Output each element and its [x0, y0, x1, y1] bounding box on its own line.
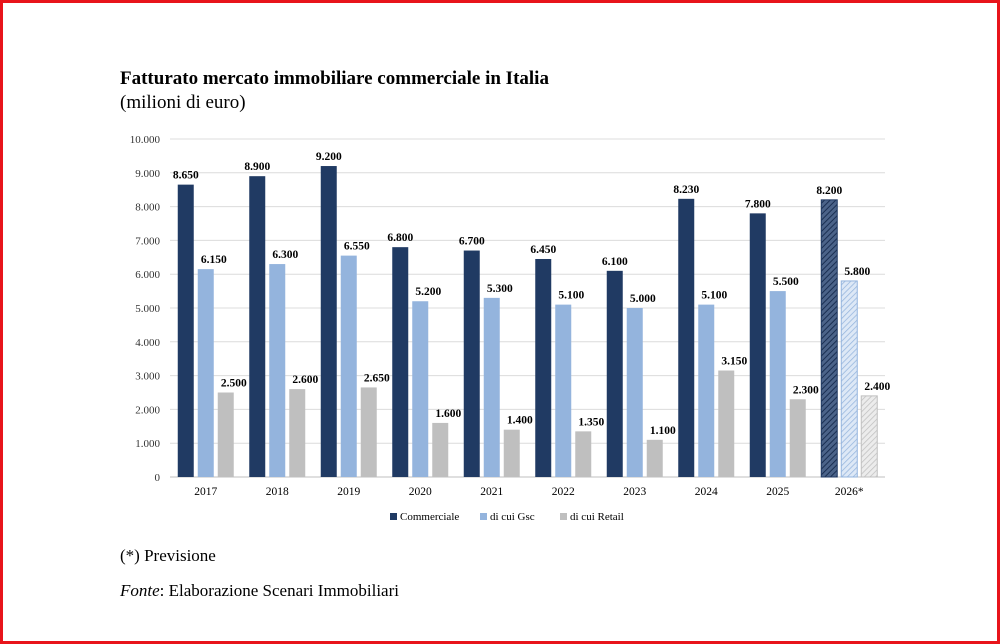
data-label: 8.900 — [244, 161, 270, 173]
data-label: 2.300 — [793, 384, 819, 396]
data-label: 6.800 — [387, 232, 413, 244]
x-tick-label: 2024 — [695, 486, 718, 498]
legend-swatch — [560, 513, 567, 520]
data-label: 1.350 — [578, 416, 604, 428]
bar-di-cui-retail-2026 — [860, 395, 878, 478]
x-tick-label: 2025 — [766, 486, 789, 498]
bar-commerciale-2019 — [320, 166, 337, 478]
bar-di-cui-gsc-2021 — [483, 297, 500, 477]
bar-di-cui-retail-2020 — [432, 422, 449, 477]
bar-commerciale-2023 — [606, 270, 623, 477]
data-label: 5.200 — [415, 286, 441, 298]
bar-di-cui-retail-2017 — [217, 392, 234, 477]
bar-di-cui-gsc-2019 — [340, 255, 357, 477]
data-label: 6.700 — [459, 236, 485, 248]
data-label: 8.230 — [673, 184, 699, 196]
y-tick-label: 10.000 — [130, 134, 161, 146]
source-label: Fonte — [120, 581, 160, 600]
data-label: 9.200 — [316, 151, 342, 163]
data-label: 5.000 — [630, 293, 656, 305]
data-label: 6.550 — [344, 241, 370, 253]
data-label: 5.800 — [844, 266, 870, 278]
data-label: 2.650 — [364, 372, 390, 384]
bar-commerciale-2020 — [392, 247, 409, 477]
bar-commerciale-2025 — [749, 213, 766, 478]
footnote: (*) Previsione — [120, 546, 216, 565]
bar-commerciale-2026 — [820, 199, 838, 478]
legend-swatch — [390, 513, 397, 520]
y-tick-label: 7.000 — [135, 235, 160, 247]
y-tick-label: 1.000 — [135, 438, 160, 450]
legend-swatch — [480, 513, 487, 520]
data-label: 5.500 — [773, 276, 799, 288]
data-label: 1.600 — [435, 408, 461, 420]
legend-label: di cui Retail — [570, 511, 624, 523]
bar-di-cui-gsc-2018 — [269, 264, 286, 477]
x-tick-label: 2023 — [623, 486, 646, 498]
y-tick-label: 4.000 — [135, 337, 160, 349]
bar-commerciale-2021 — [463, 250, 480, 477]
bar-commerciale-2018 — [249, 176, 266, 477]
bar-di-cui-gsc-2020 — [412, 301, 429, 477]
y-tick-label: 0 — [155, 472, 161, 484]
x-tick-label: 2021 — [480, 486, 503, 498]
bar-commerciale-2024 — [678, 198, 695, 478]
data-label: 6.300 — [272, 249, 298, 261]
y-tick-label: 6.000 — [135, 269, 160, 281]
source-text: : Elaborazione Scenari Immobiliari — [159, 581, 399, 600]
legend-label: di cui Gsc — [490, 511, 535, 523]
data-label: 8.650 — [173, 170, 199, 182]
x-tick-label: 2022 — [552, 486, 575, 498]
data-label: 5.100 — [701, 290, 727, 302]
chart-title: Fatturato mercato immobiliare commercial… — [120, 68, 549, 89]
data-label: 1.100 — [650, 425, 676, 437]
data-label: 3.150 — [721, 356, 747, 368]
data-label: 5.300 — [487, 283, 513, 295]
x-tick-label: 2017 — [194, 486, 217, 498]
data-label: 7.800 — [745, 198, 771, 210]
bar-di-cui-retail-2018 — [289, 389, 306, 477]
y-tick-label: 5.000 — [135, 303, 160, 315]
x-tick-label: 2019 — [337, 486, 360, 498]
bar-di-cui-gsc-2022 — [555, 304, 572, 477]
y-tick-label: 9.000 — [135, 168, 160, 180]
data-label: 2.500 — [221, 378, 247, 390]
data-label: 1.400 — [507, 415, 533, 427]
x-tick-label: 2020 — [409, 486, 432, 498]
legend-label: Commerciale — [400, 511, 459, 523]
y-tick-label: 3.000 — [135, 371, 160, 383]
bar-commerciale-2022 — [535, 258, 552, 477]
bar-di-cui-gsc-2026 — [840, 280, 858, 478]
bar-di-cui-retail-2021 — [503, 429, 520, 477]
chart-subtitle: (milioni di euro) — [120, 92, 246, 113]
bar-di-cui-retail-2025 — [789, 399, 806, 477]
bar-di-cui-gsc-2023 — [626, 308, 643, 477]
data-label: 5.100 — [558, 290, 584, 302]
x-tick-label: 2026* — [835, 486, 864, 498]
bar-di-cui-retail-2019 — [360, 387, 377, 477]
y-tick-label: 8.000 — [135, 202, 160, 214]
data-label: 2.400 — [864, 381, 890, 393]
bar-di-cui-gsc-2017 — [197, 269, 214, 477]
bar-di-cui-retail-2024 — [718, 370, 735, 477]
bar-di-cui-gsc-2025 — [769, 291, 786, 477]
x-tick-label: 2018 — [266, 486, 289, 498]
source-note: Fonte: Elaborazione Scenari Immobiliari — [120, 581, 399, 601]
bar-di-cui-retail-2022 — [575, 431, 592, 477]
bar-di-cui-retail-2023 — [646, 439, 663, 477]
y-tick-label: 2.000 — [135, 404, 160, 416]
bar-commerciale-2017 — [177, 184, 194, 477]
data-label: 6.150 — [201, 254, 227, 266]
data-label: 6.450 — [530, 244, 556, 256]
data-label: 8.200 — [816, 185, 842, 197]
data-label: 2.600 — [292, 374, 318, 386]
bar-di-cui-gsc-2024 — [698, 304, 715, 477]
data-label: 6.100 — [602, 256, 628, 268]
